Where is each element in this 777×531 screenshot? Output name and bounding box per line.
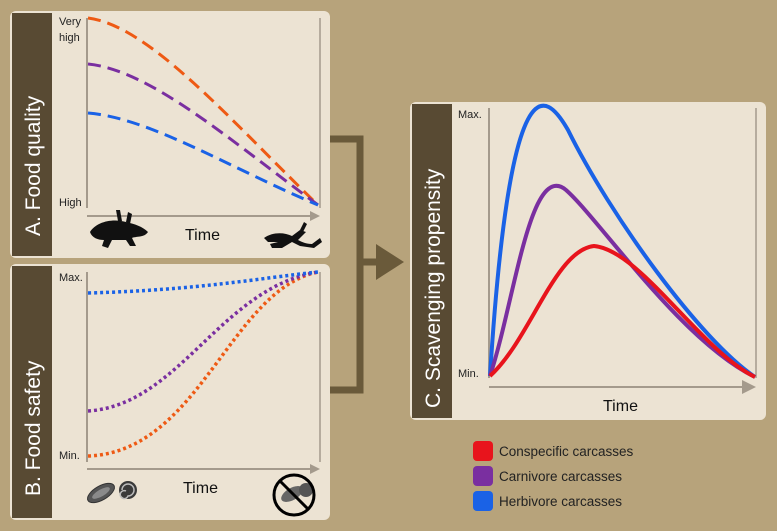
panel-a-title: A. Food quality: [22, 95, 45, 236]
panel-b-x-label: Time: [183, 480, 218, 497]
panel-a-x-label: Time: [185, 227, 220, 244]
panel-c-y-top: Max.: [458, 109, 482, 121]
curve-a-carnivore: [87, 62, 319, 207]
curve-c-carnivore: [488, 184, 756, 379]
legend-swatch-herbivore: [473, 491, 493, 511]
legend-swatch-carnivore: [473, 466, 493, 486]
panel-b-y-bottom: Min.: [59, 450, 80, 462]
curve-c-herbivore: [488, 103, 757, 379]
legend-swatch-conspecific: [473, 441, 493, 461]
curve-b-carnivore: [87, 270, 319, 413]
no-parasites-icon: [272, 473, 316, 517]
panel-c-title: C. Scavenging propensity: [422, 168, 445, 408]
decayed-carcass-icon: [264, 222, 322, 248]
panel-b-y-top: Max.: [59, 272, 83, 284]
curve-c-conspecific: [488, 243, 756, 379]
parasite-eggs-icon: [87, 481, 137, 504]
panel-c-y-bottom: Min.: [458, 368, 479, 380]
panel-b-title-bar: [12, 266, 52, 518]
panel-a-background: [10, 11, 330, 258]
legend-label-carnivore: Carnivore carcasses: [499, 469, 622, 484]
panel-b: B. Food safety Max. Min. Time: [10, 264, 330, 520]
legend-item: Conspecific carcasses: [473, 441, 634, 461]
legend-label-herbivore: Herbivore carcasses: [499, 494, 622, 509]
panel-b-title: B. Food safety: [22, 360, 45, 496]
panel-a-y-top-line2: high: [59, 32, 80, 44]
panel-c-x-label: Time: [603, 398, 638, 415]
panel-a-y-top-line1: Very: [59, 16, 82, 28]
panel-a-y-bottom: High: [59, 197, 82, 209]
panel-c-title-bar: [412, 104, 452, 418]
legend-label-conspecific: Conspecific carcasses: [499, 444, 634, 459]
legend-item: Carnivore carcasses: [473, 466, 622, 486]
merge-arrow: [330, 135, 404, 394]
curve-a-conspecific: [87, 16, 320, 207]
panel-c: C. Scavenging propensity Max. Min. Time: [410, 102, 766, 420]
curve-b-conspecific: [87, 270, 319, 458]
fresh-carcass-icon: [90, 210, 148, 248]
panel-a-title-bar: [12, 13, 52, 256]
legend: Conspecific carcasses Carnivore carcasse…: [473, 441, 634, 511]
curve-a-herbivore: [87, 111, 319, 207]
panel-a: A. Food quality Very high High Time: [10, 11, 330, 258]
legend-item: Herbivore carcasses: [473, 491, 622, 511]
